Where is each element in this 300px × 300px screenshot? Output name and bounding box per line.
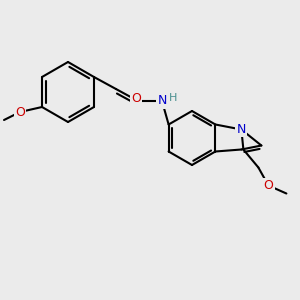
Text: N: N [237, 123, 246, 136]
Text: O: O [15, 106, 25, 118]
Text: O: O [131, 92, 141, 106]
Text: H: H [169, 93, 177, 103]
Text: N: N [157, 94, 167, 107]
Text: O: O [263, 179, 273, 192]
